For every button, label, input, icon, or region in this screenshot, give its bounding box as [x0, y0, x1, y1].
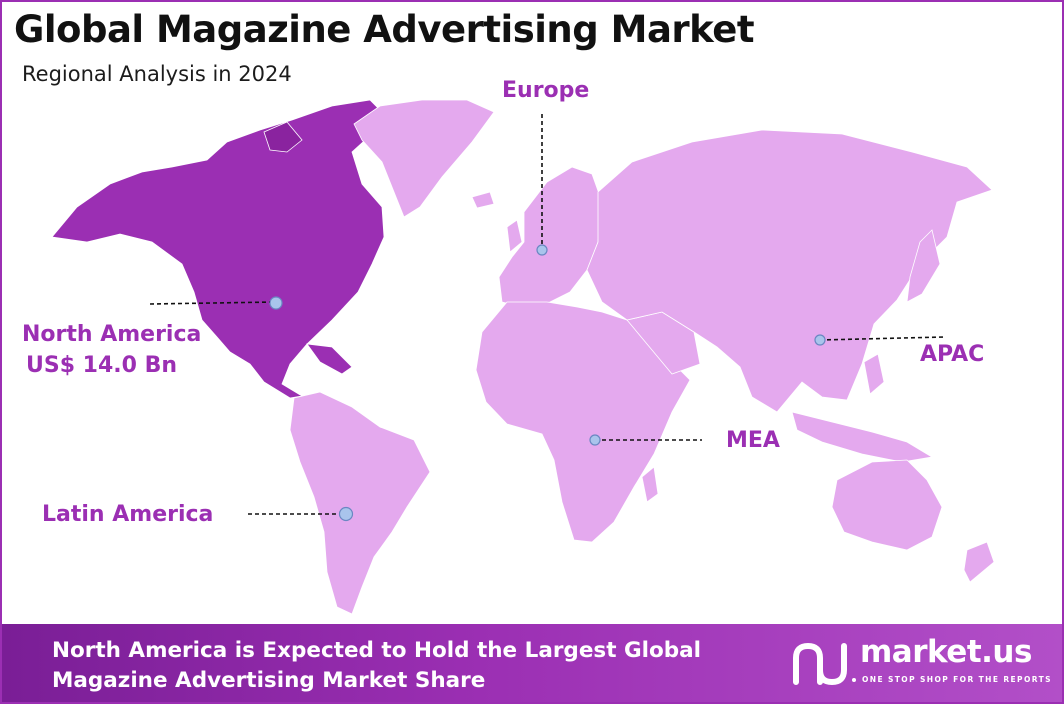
philippines-shape: [863, 353, 885, 395]
footer-banner: North America is Expected to Hold the La…: [2, 624, 1062, 702]
australia-shape: [831, 459, 943, 551]
page-title: Global Magazine Advertising Market: [14, 8, 755, 51]
market-us-logo-icon: [793, 642, 856, 686]
new-zealand-shape: [963, 541, 995, 583]
greenland-shape: [353, 99, 495, 218]
page-subtitle: Regional Analysis in 2024: [22, 62, 292, 86]
japan-shape: [906, 229, 941, 303]
region-apac: [586, 129, 993, 413]
north-america-label: North America: [22, 322, 202, 347]
madagascar-shape: [641, 466, 659, 503]
region-europe: [498, 166, 603, 308]
north-america-marker: [269, 296, 283, 310]
latin-america-marker: [338, 506, 354, 522]
europe-label: Europe: [502, 78, 590, 103]
region-north-america: [51, 99, 385, 399]
north-america-connector: [149, 301, 277, 305]
footer-line-1: North America is Expected to Hold the La…: [52, 638, 702, 663]
world-map: [51, 99, 995, 615]
apac-label: APAC: [920, 342, 985, 367]
footer-line-2: Magazine Advertising Market Share: [52, 668, 486, 693]
europe-marker: [536, 244, 548, 256]
uk-shape: [506, 219, 523, 253]
apac-marker: [814, 334, 826, 346]
north-america-landmass: [51, 99, 385, 399]
north-america-value: US$ 14.0 Bn: [26, 353, 178, 378]
logo-name: market.us: [860, 634, 1032, 670]
mea-label: MEA: [726, 428, 780, 453]
iceland-shape: [471, 191, 495, 209]
arctic-island-shape: [263, 121, 303, 153]
logo-tagline: ONE STOP SHOP FOR THE REPORTS: [862, 675, 1052, 684]
footer-message: North America is Expected to Hold the La…: [52, 636, 701, 696]
region-latin-america: [289, 391, 431, 615]
latin-america-label: Latin America: [42, 502, 214, 527]
region-mea: [475, 301, 691, 543]
caribbean-shape: [306, 343, 353, 375]
mea-marker: [589, 434, 601, 446]
indonesia-shape: [791, 411, 934, 463]
